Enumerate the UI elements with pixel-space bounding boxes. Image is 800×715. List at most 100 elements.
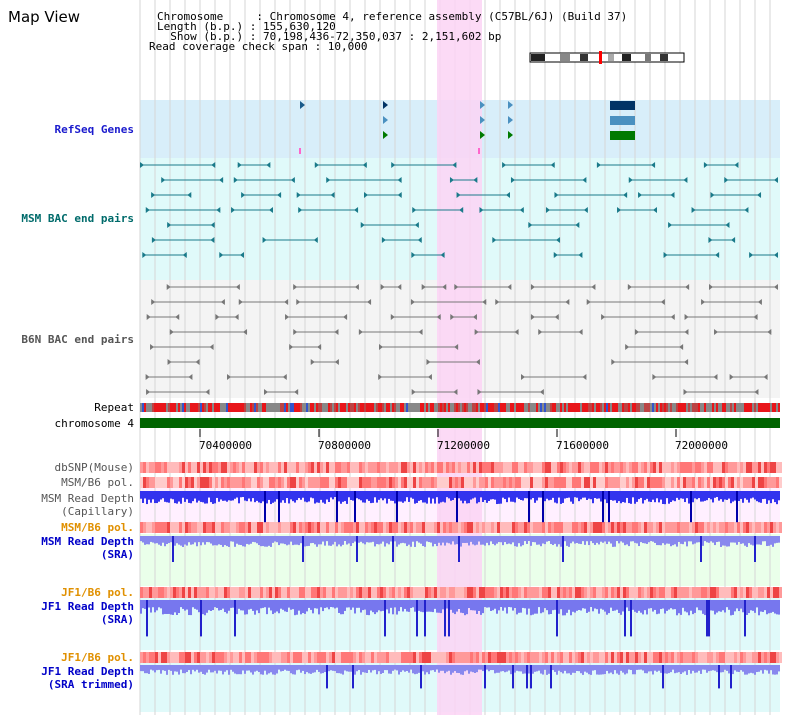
depth-bar xyxy=(640,665,642,670)
heat-cell xyxy=(650,462,653,473)
depth-bar xyxy=(614,600,616,611)
track-label-dbsnp[interactable]: dbSNP(Mouse) xyxy=(54,461,134,474)
track-label-msm-bac[interactable]: MSM BAC end pairs xyxy=(21,212,134,225)
depth-bar xyxy=(334,536,336,542)
heat-cell xyxy=(566,587,569,598)
depth-bar xyxy=(494,491,496,500)
heat-cell xyxy=(392,477,395,488)
depth-bar xyxy=(452,491,454,501)
heat-cell xyxy=(404,462,407,473)
track-label-jf1-read-depth-sra[interactable]: JF1 Read Depth xyxy=(41,600,134,613)
repeat-segment xyxy=(182,403,184,412)
heat-cell xyxy=(209,652,212,663)
track-label-jf1-b6-pol-2[interactable]: JF1/B6 pol. xyxy=(61,651,134,664)
bac-end-marker xyxy=(530,314,535,320)
track-label-chromosome[interactable]: chromosome 4 xyxy=(54,417,134,430)
heat-cell xyxy=(188,522,191,533)
heat-cell xyxy=(539,587,542,598)
depth-bar xyxy=(284,600,286,612)
heat-cell xyxy=(194,522,197,533)
depth-bar xyxy=(188,536,190,543)
heat-cell xyxy=(719,522,722,533)
bac-end-marker xyxy=(282,374,287,380)
depth-bar xyxy=(170,491,172,499)
depth-bar xyxy=(310,600,312,610)
depth-bar xyxy=(304,600,306,614)
depth-bar xyxy=(146,536,148,545)
track-label-b6n-bac[interactable]: B6N BAC end pairs xyxy=(21,333,134,346)
depth-bar xyxy=(434,665,436,672)
heat-cell xyxy=(239,522,242,533)
heat-cell xyxy=(449,652,452,663)
heat-cell xyxy=(335,652,338,663)
heat-cell xyxy=(512,652,515,663)
depth-bar xyxy=(476,665,478,673)
depth-bar xyxy=(662,491,664,504)
heat-cell xyxy=(725,477,728,488)
depth-bar xyxy=(666,600,668,611)
track-label-msm-b6-pol-2[interactable]: MSM/B6 pol. xyxy=(61,521,134,534)
heat-cell xyxy=(431,522,434,533)
track-label-refseq-genes[interactable]: RefSeq Genes xyxy=(54,123,134,136)
repeat-segment xyxy=(584,403,586,412)
depth-bar xyxy=(320,536,322,545)
depth-bar xyxy=(640,600,642,613)
depth-bar xyxy=(234,491,236,499)
depth-bar xyxy=(772,536,774,547)
repeat-segment xyxy=(570,403,572,412)
heat-cell xyxy=(281,522,284,533)
repeat-segment xyxy=(690,403,692,412)
depth-bar xyxy=(676,665,678,673)
heat-cell xyxy=(383,587,386,598)
repeat-segment xyxy=(240,403,242,412)
depth-bar xyxy=(194,536,196,543)
depth-bar xyxy=(664,600,666,614)
repeat-segment xyxy=(582,403,584,412)
heat-cell xyxy=(350,522,353,533)
depth-bar xyxy=(296,665,298,671)
depth-bar xyxy=(762,665,764,674)
track-label-msm-read-depth-sra[interactable]: MSM Read Depth xyxy=(41,535,134,548)
depth-bar xyxy=(462,536,464,543)
repeat-segment xyxy=(356,403,358,412)
track-label-jf1-read-depth-trimmed[interactable]: JF1 Read Depth xyxy=(41,665,134,678)
heat-cell xyxy=(332,477,335,488)
depth-bar xyxy=(688,536,690,542)
repeat-segment xyxy=(626,403,628,412)
track-label-repeat[interactable]: Repeat xyxy=(94,401,134,414)
repeat-segment xyxy=(636,403,638,412)
heat-cell xyxy=(689,522,692,533)
depth-bar xyxy=(670,491,672,502)
depth-bar xyxy=(198,665,200,673)
heat-cell xyxy=(530,522,533,533)
heat-cell xyxy=(767,462,770,473)
depth-bar xyxy=(322,536,324,542)
depth-bar xyxy=(142,600,144,609)
heat-cell xyxy=(341,522,344,533)
depth-bar xyxy=(594,491,596,498)
depth-bar xyxy=(240,536,242,546)
repeat-segment xyxy=(380,403,382,412)
depth-bar xyxy=(570,665,572,675)
track-label-msm-read-depth-capillary[interactable]: MSM Read Depth xyxy=(41,492,134,505)
repeat-segment xyxy=(704,403,706,412)
heat-cell xyxy=(317,462,320,473)
heat-cell xyxy=(347,477,350,488)
heat-cell xyxy=(740,522,743,533)
bac-end-marker xyxy=(354,284,359,290)
heat-cell xyxy=(443,477,446,488)
depth-bar xyxy=(752,536,754,546)
heat-cell xyxy=(617,587,620,598)
track-label-jf1-b6-pol[interactable]: JF1/B6 pol. xyxy=(61,586,134,599)
track-label-msm-b6-pol[interactable]: MSM/B6 pol. xyxy=(61,476,134,489)
heat-cell xyxy=(599,652,602,663)
depth-bar xyxy=(356,491,358,499)
depth-bar xyxy=(574,665,576,673)
depth-bar xyxy=(582,536,584,542)
heat-cell xyxy=(530,462,533,473)
repeat-segment xyxy=(684,403,686,412)
depth-bar xyxy=(252,536,254,542)
depth-bar xyxy=(244,665,246,674)
depth-bar xyxy=(224,600,226,613)
